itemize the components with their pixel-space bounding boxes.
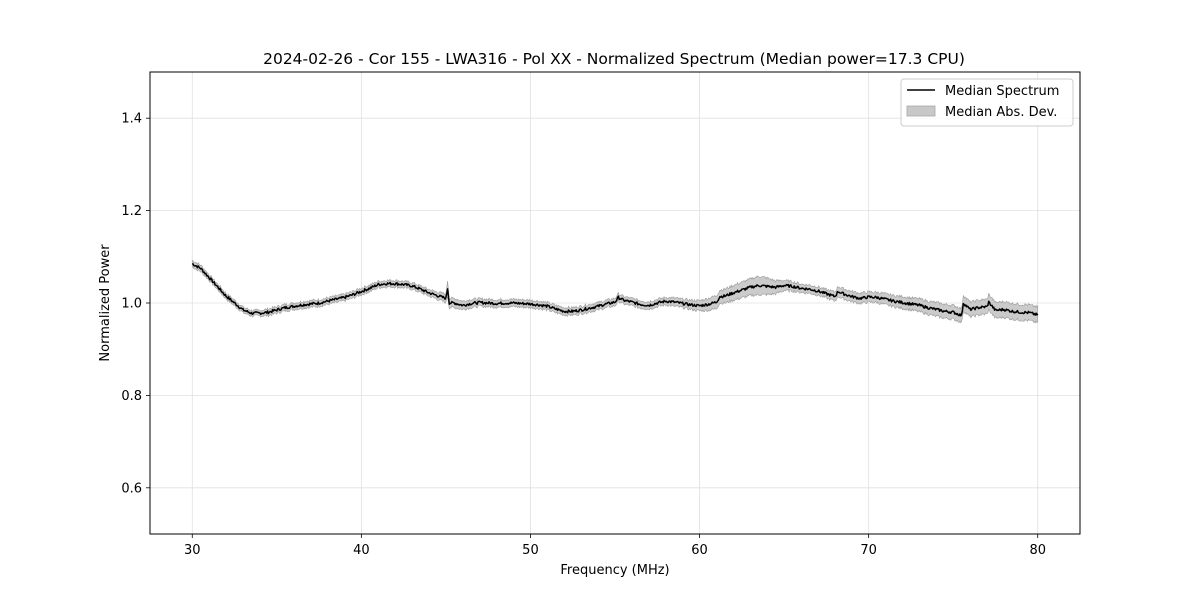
x-tick-label: 70 xyxy=(860,543,877,558)
x-axis-label: Frequency (MHz) xyxy=(560,563,669,578)
y-tick-label: 1.0 xyxy=(121,297,142,312)
y-axis-ticks: 0.6 0.8 1.0 1.2 1.4 xyxy=(121,112,150,496)
x-tick-label: 80 xyxy=(1029,543,1046,558)
x-tick-label: 50 xyxy=(522,543,539,558)
chart-title: 2024-02-26 - Cor 155 - LWA316 - Pol XX -… xyxy=(263,50,965,68)
median-spectrum-line xyxy=(192,263,1039,317)
legend-mad-label: Median Abs. Dev. xyxy=(945,105,1057,120)
y-axis-label: Normalized Power xyxy=(98,244,113,362)
legend: Median Spectrum Median Abs. Dev. xyxy=(900,78,1074,127)
legend-mad-swatch xyxy=(906,105,936,117)
y-tick-label: 0.6 xyxy=(121,481,142,496)
median-line-layer xyxy=(192,263,1039,317)
x-axis-ticks: 30 40 50 60 70 80 xyxy=(184,534,1046,558)
y-tick-label: 0.8 xyxy=(121,389,142,404)
x-tick-label: 30 xyxy=(184,543,201,558)
y-tick-label: 1.4 xyxy=(121,112,142,127)
legend-box xyxy=(900,78,1074,127)
y-tick-label: 1.2 xyxy=(121,204,142,219)
x-tick-label: 40 xyxy=(353,543,370,558)
legend-median-spectrum-label: Median Spectrum xyxy=(945,84,1059,99)
x-tick-label: 60 xyxy=(691,543,708,558)
